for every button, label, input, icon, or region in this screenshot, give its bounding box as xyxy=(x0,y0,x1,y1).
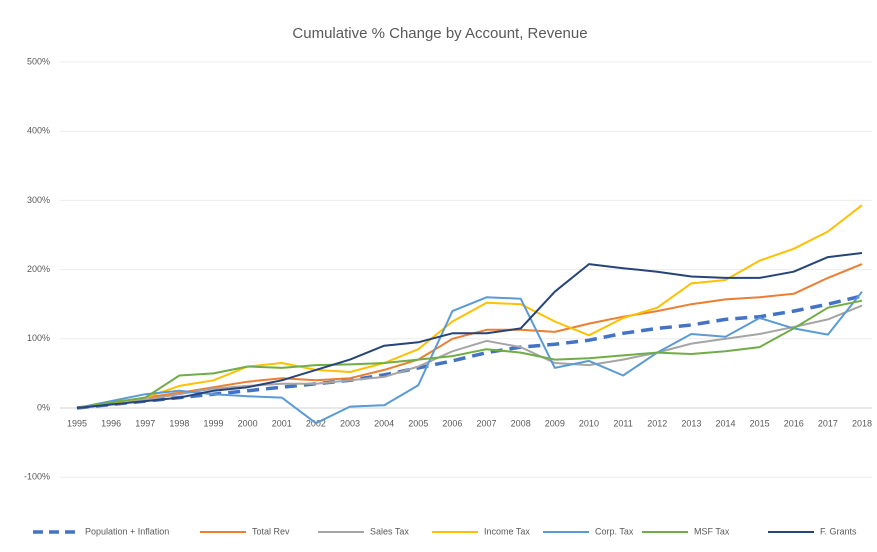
x-tick-label: 2003 xyxy=(340,418,360,428)
legend-label: Corp. Tax xyxy=(595,526,634,536)
x-tick-label: 1996 xyxy=(101,418,121,428)
y-tick-label: 400% xyxy=(27,126,50,136)
legend-label: MSF Tax xyxy=(694,526,730,536)
x-tick-label: 2018 xyxy=(852,418,872,428)
chart-title: Cumulative % Change by Account, Revenue xyxy=(292,25,587,42)
x-tick-label: 2007 xyxy=(477,418,497,428)
x-tick-label: 2006 xyxy=(442,418,462,428)
x-tick-label: 1999 xyxy=(204,418,224,428)
y-tick-label: 200% xyxy=(27,264,50,274)
series-line xyxy=(76,204,863,409)
legend-label: Total Rev xyxy=(252,526,290,536)
x-tick-label: 2008 xyxy=(511,418,531,428)
x-tick-label: 2014 xyxy=(715,418,735,428)
legend-label: Sales Tax xyxy=(370,526,409,536)
x-tick-label: 1997 xyxy=(135,418,155,428)
x-tick-label: 2000 xyxy=(238,418,258,428)
y-tick-label: 0% xyxy=(37,402,50,412)
x-tick-label: 2013 xyxy=(681,418,701,428)
x-tick-label: 2011 xyxy=(613,418,632,428)
x-tick-label: 1998 xyxy=(169,418,189,428)
x-tick-label: 2005 xyxy=(408,418,428,428)
y-tick-label: -100% xyxy=(24,472,50,482)
x-tick-label: 2009 xyxy=(545,418,565,428)
legend-label: Income Tax xyxy=(484,526,530,536)
x-tick-label: 2015 xyxy=(750,418,770,428)
series-line xyxy=(76,291,863,425)
x-tick-label: 2012 xyxy=(647,418,667,428)
x-tick-label: 2001 xyxy=(272,418,292,428)
legend-label: F. Grants xyxy=(820,526,857,536)
series-line xyxy=(76,252,863,409)
x-tick-label: 2010 xyxy=(579,418,599,428)
x-tick-label: 2004 xyxy=(374,418,394,428)
series-line xyxy=(76,299,863,409)
y-tick-label: 500% xyxy=(27,56,50,66)
x-tick-label: 2016 xyxy=(784,418,804,428)
x-tick-label: 1995 xyxy=(67,418,87,428)
y-tick-label: 100% xyxy=(27,333,50,343)
series-line xyxy=(76,304,863,409)
x-tick-label: 2017 xyxy=(818,418,838,428)
legend-label: Population + Inflation xyxy=(85,526,169,536)
y-tick-label: 300% xyxy=(27,195,50,205)
